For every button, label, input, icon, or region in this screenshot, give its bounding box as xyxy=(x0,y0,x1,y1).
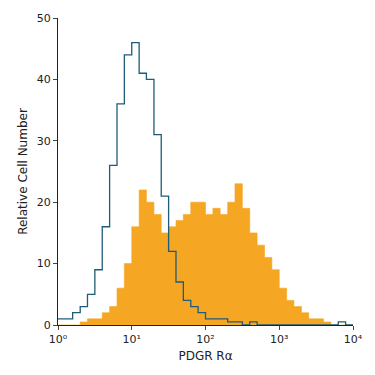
svg-text:50: 50 xyxy=(37,12,51,25)
svg-text:PDGR Rα: PDGR Rα xyxy=(178,349,232,363)
svg-text:10: 10 xyxy=(37,257,51,270)
svg-text:0: 0 xyxy=(44,319,51,332)
svg-text:10²: 10² xyxy=(196,333,214,346)
svg-text:10³: 10³ xyxy=(270,333,288,346)
svg-text:10⁰: 10⁰ xyxy=(49,333,68,346)
svg-text:10¹: 10¹ xyxy=(123,333,141,346)
svg-text:30: 30 xyxy=(37,135,51,148)
svg-text:10⁴: 10⁴ xyxy=(344,333,363,346)
svg-text:20: 20 xyxy=(37,196,51,209)
svg-text:Relative Cell Number: Relative Cell Number xyxy=(16,108,30,235)
svg-text:40: 40 xyxy=(37,73,51,86)
